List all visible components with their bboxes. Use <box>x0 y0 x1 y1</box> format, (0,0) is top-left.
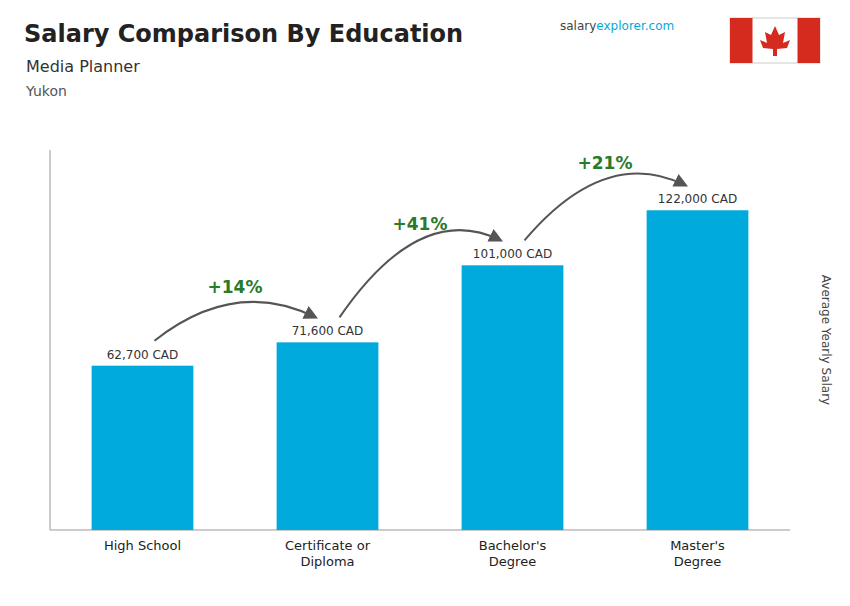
x-tick-label-line: Diploma <box>300 554 354 569</box>
bars <box>92 210 749 530</box>
change-arrow <box>340 230 501 317</box>
subtitle: Media Planner <box>26 57 140 76</box>
data-label: 62,700 CAD <box>107 348 179 362</box>
y-axis-label: Average Yearly Salary <box>819 275 833 405</box>
x-tick-label-line: High School <box>104 538 181 553</box>
flag-field <box>730 18 820 63</box>
chart: Salary Comparison By Education Media Plan… <box>0 0 850 606</box>
bar <box>277 342 379 530</box>
title: Salary Comparison By Education <box>24 20 463 48</box>
bar <box>462 265 564 530</box>
credit-part: explorer.com <box>596 19 674 33</box>
bar <box>92 366 194 530</box>
flag-band <box>798 18 821 63</box>
x-tick-label: Certificate orDiploma <box>285 538 371 569</box>
x-tick-label-line: Bachelor's <box>479 538 547 553</box>
data-label: 71,600 CAD <box>292 324 364 338</box>
change-label: +41% <box>393 214 448 234</box>
subtitle: Yukon <box>25 83 67 99</box>
y-axis-line <box>50 150 51 530</box>
x-tick-label: Master'sDegree <box>670 538 725 569</box>
x-tick-label: High School <box>104 538 181 553</box>
flag-leaf <box>760 26 790 56</box>
change-arrow <box>525 173 686 240</box>
x-tick-label-line: Certificate or <box>285 538 371 553</box>
flag-band <box>730 18 753 63</box>
x-tick-label-line: Master's <box>670 538 725 553</box>
bar <box>647 210 749 530</box>
x-tick-label-line: Degree <box>674 554 721 569</box>
credit-part: salary <box>560 19 596 33</box>
change-arrow <box>155 302 316 341</box>
x-tick-label-line: Degree <box>489 554 536 569</box>
credit: salaryexplorer.com <box>560 19 674 33</box>
x-tick-label: Bachelor'sDegree <box>479 538 547 569</box>
data-label: 122,000 CAD <box>658 192 737 206</box>
data-label: 101,000 CAD <box>473 247 552 261</box>
flag <box>730 18 820 63</box>
change-label: +14% <box>208 277 263 297</box>
change-label: +21% <box>578 153 633 173</box>
